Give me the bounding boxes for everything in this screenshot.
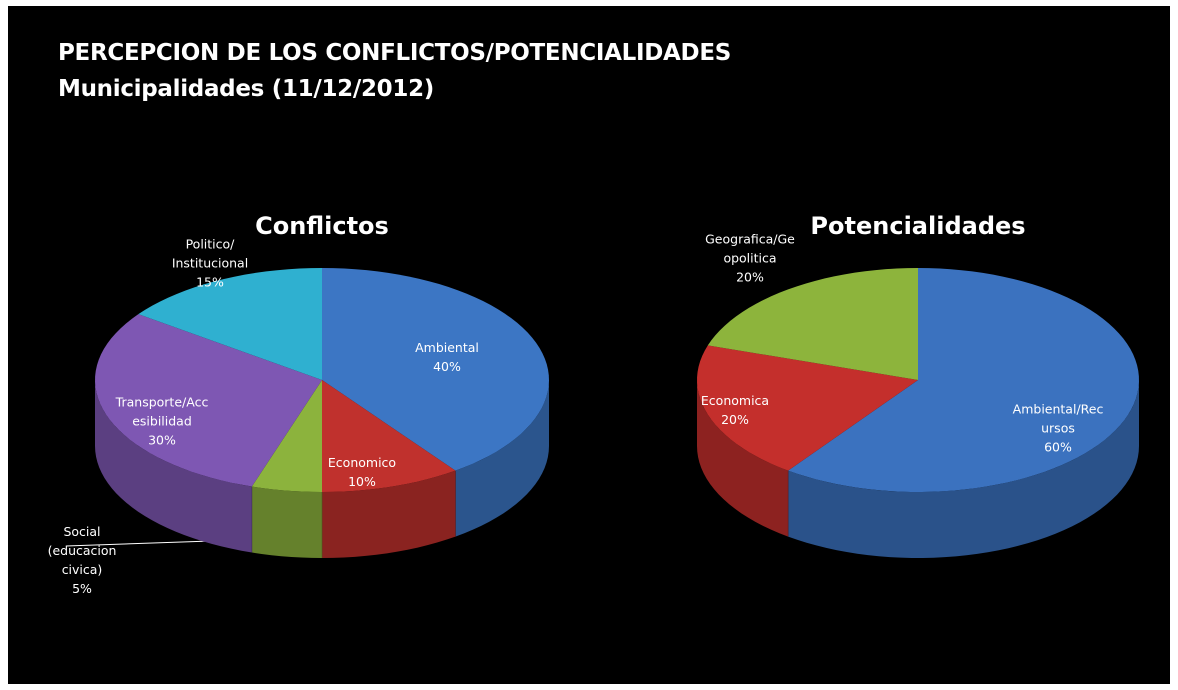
value-label: 40%	[433, 359, 461, 374]
charts	[65, 268, 1139, 558]
category-label: Social (educacion civica)	[47, 524, 117, 577]
data-label: Geografica/Ge opolitica 20%	[705, 230, 795, 287]
pie-slice-side	[697, 380, 789, 537]
pie-slice	[95, 314, 322, 487]
value-label: 10%	[348, 474, 376, 489]
pie-sides	[95, 380, 549, 558]
pie-slice	[697, 345, 918, 471]
data-label: Transporte/Acc esibilidad 30%	[116, 393, 209, 450]
pie-slice	[322, 380, 456, 492]
pie-slice-side	[322, 470, 456, 558]
pie-slice	[788, 268, 1139, 492]
category-label: Ambiental	[415, 340, 479, 355]
category-label: Ambiental/Rec ursos	[1012, 401, 1104, 436]
slide: PERCEPCION DE LOS CONFLICTOS/POTENCIALID…	[8, 6, 1170, 684]
pie-slice	[138, 268, 322, 380]
data-label: Economica 20%	[701, 391, 769, 429]
slide-subtitle: Municipalidades (11/12/2012)	[58, 76, 434, 102]
value-label: 15%	[196, 274, 224, 290]
value-label: 20%	[721, 412, 749, 427]
category-label: Transporte/Acc esibilidad	[115, 394, 209, 429]
pie-tops	[95, 268, 549, 492]
pie-slice-side	[95, 380, 252, 553]
category-label: Politico/ Institucional	[171, 236, 249, 271]
data-label: Ambiental 40%	[415, 338, 479, 376]
chart-title: Conflictos	[255, 212, 389, 240]
pie-slice	[322, 268, 549, 471]
value-label: 5%	[72, 581, 92, 596]
pie-slice-side	[251, 486, 322, 558]
pie-slice	[251, 380, 322, 492]
value-label: 20%	[736, 269, 764, 285]
category-label: Economico	[327, 455, 397, 470]
pie-slice-side	[788, 380, 1139, 558]
pie-tops	[697, 268, 1139, 492]
data-label: Social (educacion civica) 5%	[48, 522, 117, 598]
data-label: Economico 10%	[328, 453, 396, 491]
value-label: 30%	[148, 432, 176, 448]
value-label: 60%	[1044, 439, 1072, 455]
data-label: Politico/ Institucional 15%	[172, 235, 248, 292]
slide-title: PERCEPCION DE LOS CONFLICTOS/POTENCIALID…	[58, 40, 732, 66]
chart-title: Potencialidades	[810, 212, 1026, 240]
pie-slice	[707, 268, 918, 380]
pie-slice-side	[455, 380, 549, 537]
pie-sides	[697, 380, 1139, 558]
category-label: Economica	[700, 393, 770, 408]
data-label: Ambiental/Rec ursos 60%	[1013, 400, 1104, 457]
category-label: Geografica/Ge opolitica	[705, 231, 795, 266]
